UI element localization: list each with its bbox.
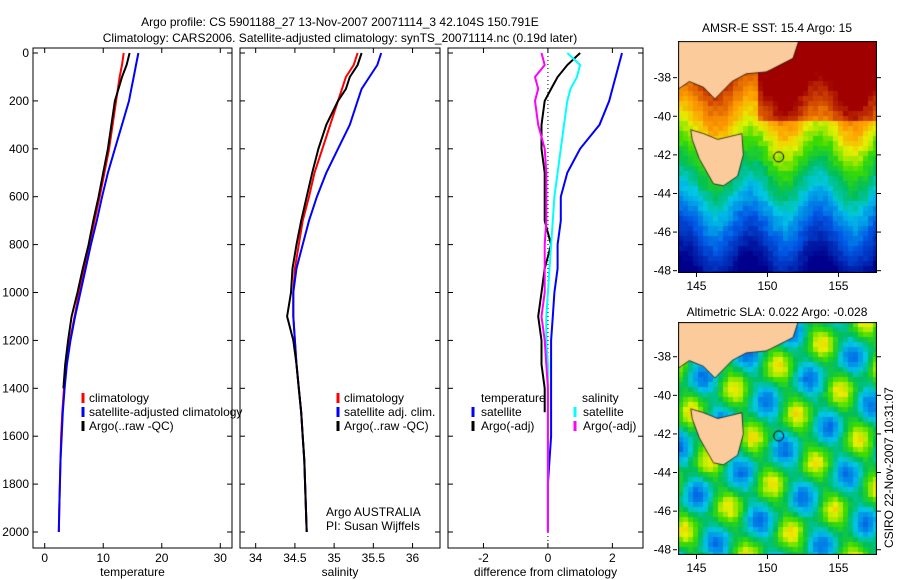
annotation-text: Argo AUSTRALIA (326, 505, 421, 519)
legend-label: satellite (481, 405, 522, 419)
map-y-tick-label: -46 (654, 504, 672, 518)
map-y-tick-label: -46 (654, 225, 672, 239)
plot-frame (32, 47, 233, 549)
map-y-tick-label: -42 (654, 427, 672, 441)
map-y-tick-label: -40 (654, 388, 672, 402)
legend-header: temperature (481, 391, 546, 405)
map-x-tick-label: 150 (757, 279, 777, 293)
y-tick-label: 1200 (2, 333, 29, 347)
map-x-tick-label: 150 (757, 561, 777, 575)
map-y-tick-label: -44 (654, 466, 672, 480)
series-line-satellite-adjusted-climatology (57, 52, 140, 533)
map-y-tick-label: -44 (654, 186, 672, 200)
map-y-tick-label: -48 (654, 543, 672, 557)
plot-frame (239, 47, 441, 549)
legend-label: Argo(..raw -QC) (89, 419, 174, 433)
x-axis-label: difference from climatology (474, 565, 617, 579)
panel-0: 0 200 400 600 800 1000 1200 1400 1600 1800 2000 0 10… (2, 46, 242, 579)
x-tick-label: 35 (327, 551, 341, 565)
y-tick-label: 1800 (2, 477, 29, 491)
title-line-1: Argo profile: CS 5901188_27 13-Nov-2007 … (141, 15, 539, 29)
y-tick-label: 1400 (2, 381, 29, 395)
x-axis-label: salinity (322, 565, 359, 579)
x-tick-label: 35.5 (362, 551, 386, 565)
legend-label: climatology (89, 391, 149, 405)
annotation-text: PI: Susan Wijffels (326, 519, 420, 533)
x-tick-label: 36 (406, 551, 420, 565)
plot-frame (447, 47, 644, 549)
sst-map-title: AMSR-E SST: 15.4 Argo: 15 (702, 21, 852, 35)
x-tick-label: 0 (545, 551, 552, 565)
map-x-tick-label: 145 (686, 279, 706, 293)
y-tick-label: 1000 (2, 286, 29, 300)
legend-label: climatology (344, 391, 404, 405)
series-line-salinity-argo-adj- (533, 52, 549, 532)
y-tick-label: 1600 (2, 429, 29, 443)
x-tick-label: 0 (41, 551, 48, 565)
panel-1: 34 34.5 35 35.5 36 salinity climatologysatelli… (239, 47, 441, 579)
x-tick-label: 30 (214, 551, 228, 565)
y-tick-label: 400 (9, 142, 29, 156)
map-y-tick-label: -42 (654, 148, 672, 162)
legend-label: satellite adj. clim. (344, 405, 435, 419)
series-line-temperature-satellite (546, 52, 623, 532)
legend-label: Argo(..raw -QC) (344, 419, 429, 433)
legend-header: salinity (582, 391, 619, 405)
x-tick-label: 2 (609, 551, 616, 565)
map-x-tick-label: 155 (828, 561, 848, 575)
x-tick-label: 10 (97, 551, 111, 565)
x-axis-label: temperature (100, 565, 165, 579)
legend-label: satellite-adjusted climatology (89, 405, 242, 419)
map-x-tick-label: 155 (828, 279, 848, 293)
sla-map-title: Altimetric SLA: 0.022 Argo: -0.028 (687, 305, 868, 319)
series-line-temperature-argo-adj- (537, 52, 581, 413)
legend-label: Argo(-adj) (583, 419, 636, 433)
title-line-2: Climatology: CARS2006. Satellite-adjuste… (103, 31, 577, 45)
x-tick-label: 34 (249, 551, 263, 565)
legend-label: satellite (583, 405, 624, 419)
series-line-climatology (57, 52, 125, 533)
x-tick-label: 34.5 (283, 551, 307, 565)
map-x-tick-label: 145 (686, 561, 706, 575)
y-tick-label: 600 (9, 190, 29, 204)
x-tick-label: 20 (155, 551, 169, 565)
series-line-argo-raw-qc- (62, 52, 131, 389)
series-line-satellite-adj-clim- (292, 52, 383, 533)
map-y-tick-label: -48 (654, 264, 672, 278)
y-tick-label: 800 (9, 238, 29, 252)
map-y-tick-label: -40 (654, 109, 672, 123)
side-label: CSIRO 22-Nov-2007 10:31:07 (882, 387, 896, 548)
series-line-salinity-satellite (545, 52, 582, 532)
y-tick-label: 0 (22, 46, 29, 60)
x-tick-label: -2 (478, 551, 489, 565)
map-y-tick-label: -38 (654, 350, 672, 364)
sla-map (678, 322, 877, 555)
series-line-argo-raw-qc- (286, 52, 363, 533)
map-y-tick-label: -38 (654, 71, 672, 85)
y-tick-label: 200 (9, 94, 29, 108)
sst-map (678, 41, 877, 273)
y-tick-label: 2000 (2, 525, 29, 539)
legend-label: Argo(-adj) (481, 419, 534, 433)
